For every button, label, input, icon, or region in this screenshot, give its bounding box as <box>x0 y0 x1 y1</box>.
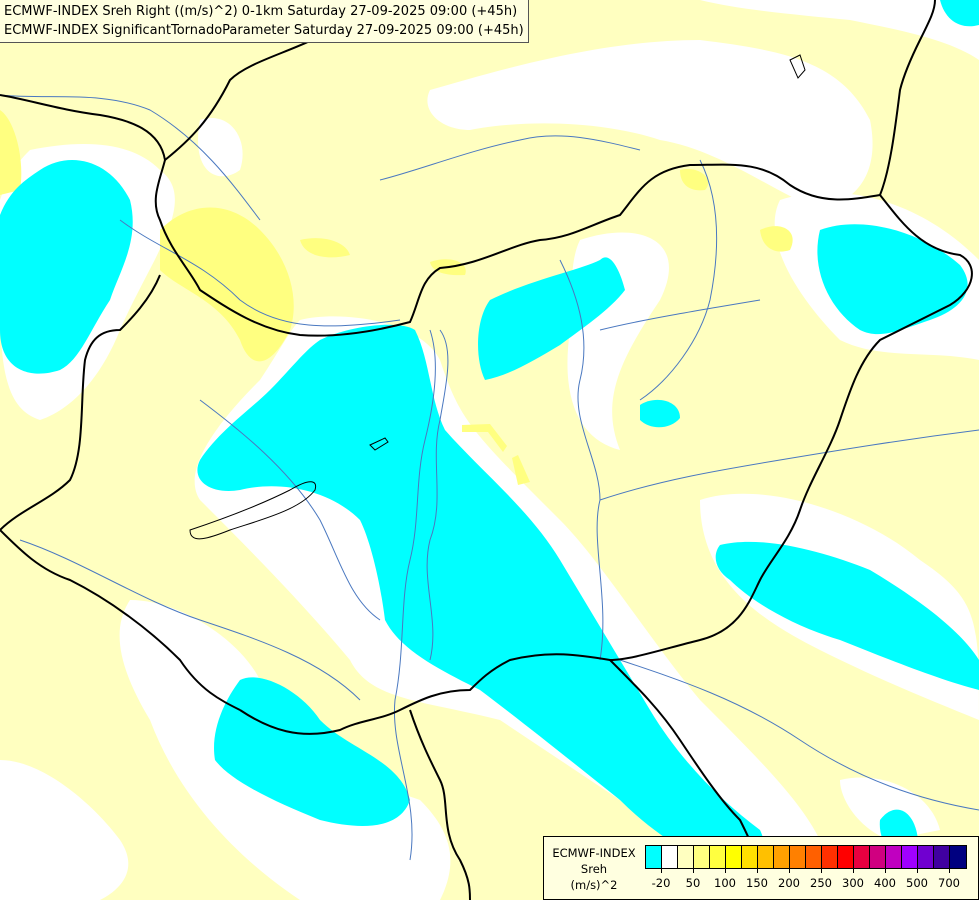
legend-tick-label: 700 <box>938 876 960 890</box>
legend-tick-label: 300 <box>842 876 864 890</box>
legend-swatch <box>694 846 710 868</box>
rivers <box>0 94 979 861</box>
legend-tick <box>853 868 854 873</box>
legend-tick-label: -20 <box>651 876 671 890</box>
legend-swatch <box>790 846 806 868</box>
legend-tick <box>821 868 822 873</box>
lakes <box>189 54 806 540</box>
legend-tick-label: 100 <box>714 876 736 890</box>
legend-tick <box>661 868 662 873</box>
legend-swatch <box>662 846 678 868</box>
legend-swatch <box>678 846 694 868</box>
legend-tick <box>885 868 886 873</box>
legend-swatch <box>934 846 950 868</box>
legend-swatch <box>902 846 918 868</box>
legend-tick-label: 50 <box>685 876 701 890</box>
legend-swatch <box>758 846 774 868</box>
legend-tick <box>917 868 918 873</box>
legend-swatch <box>886 846 902 868</box>
legend-tick-label: 250 <box>810 876 832 890</box>
title-line-2: ECMWF-INDEX SignificantTornadoParameter … <box>4 23 524 38</box>
legend-swatch <box>854 846 870 868</box>
legend-tick <box>725 868 726 873</box>
legend-source: ECMWF-INDEX <box>552 846 636 860</box>
legend-swatch <box>870 846 886 868</box>
legend-swatch <box>822 846 838 868</box>
legend-tick-label: 400 <box>874 876 896 890</box>
legend-tick <box>757 868 758 873</box>
legend-tick-label: 500 <box>906 876 928 890</box>
legend-tick-label: 150 <box>746 876 768 890</box>
legend-tick-label: 200 <box>778 876 800 890</box>
legend-swatch <box>950 846 966 868</box>
legend-swatch <box>726 846 742 868</box>
legend-swatch <box>806 846 822 868</box>
color-legend: ECMWF-INDEX Sreh (m/s)^2 -20 50 100 150 200 2… <box>543 836 979 900</box>
legend-tick <box>693 868 694 873</box>
legend-swatch <box>918 846 934 868</box>
legend-unit: (m/s)^2 <box>570 878 618 892</box>
moderate-areas <box>0 110 793 485</box>
legend-swatch <box>742 846 758 868</box>
legend-ticks: -20 50 100 150 200 250 300 400 500 700 <box>645 868 967 898</box>
legend-swatch <box>710 846 726 868</box>
legend-swatch <box>646 846 662 868</box>
legend-tick <box>949 868 950 873</box>
map-title: ECMWF-INDEX Sreh Right ((m/s)^2) 0-1km S… <box>0 0 529 43</box>
legend-title: ECMWF-INDEX Sreh (m/s)^2 <box>548 845 640 893</box>
legend-swatch <box>838 846 854 868</box>
legend-tick <box>789 868 790 873</box>
title-line-1: ECMWF-INDEX Sreh Right ((m/s)^2) 0-1km S… <box>4 4 518 19</box>
legend-color-bar <box>645 845 967 869</box>
legend-swatch <box>774 846 790 868</box>
legend-variable: Sreh <box>580 862 608 876</box>
